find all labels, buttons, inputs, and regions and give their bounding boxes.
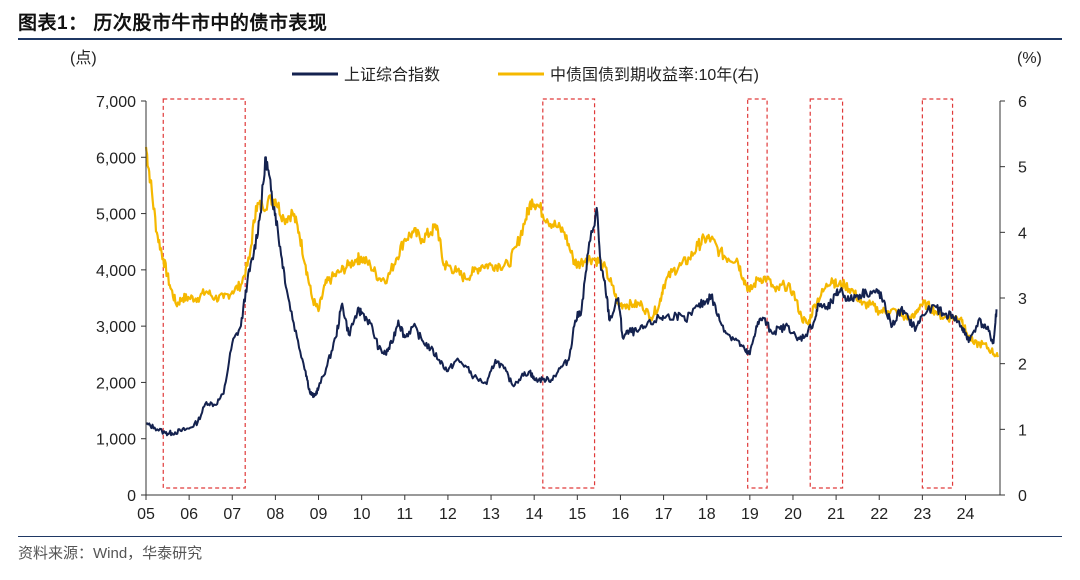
source-note: 资料来源：Wind，华泰研究 [18,545,203,562]
x-tick-label-18: 23 [913,506,931,523]
line-chart: 01,0002,0003,0004,0005,0006,0007,0000123… [70,49,1042,523]
right-tick-label-0: 0 [1018,488,1027,505]
x-tick-label-11: 16 [612,506,630,523]
right-tick-label-5: 5 [1018,160,1027,177]
x-tick-label-10: 15 [568,506,586,523]
right-tick-label-2: 2 [1018,357,1027,374]
right-tick-label-4: 4 [1018,225,1027,242]
x-tick-label-1: 06 [180,506,198,523]
x-tick-label-17: 22 [870,506,888,523]
legend-label-navy: 上证综合指数 [344,66,440,84]
x-tick-label-4: 09 [310,506,328,523]
x-tick-label-7: 12 [439,506,457,523]
right-unit-label: (%) [1017,50,1042,67]
x-tick-label-5: 10 [353,506,371,523]
x-tick-label-0: 05 [137,506,155,523]
left-tick-label-3: 3,000 [96,319,136,336]
series-line-bond-yield [144,146,999,358]
left-unit-label: (点) [70,49,97,67]
x-tick-label-12: 17 [655,506,673,523]
x-tick-label-8: 13 [482,506,500,523]
left-tick-label-5: 5,000 [96,207,136,224]
left-tick-label-2: 2,000 [96,375,136,392]
right-tick-label-1: 1 [1018,422,1027,439]
highlight-box-1 [542,98,596,489]
left-tick-label-0: 0 [127,488,136,505]
chart-title: 图表1： 历次股市牛市中的债市表现 [18,13,328,34]
x-tick-label-14: 19 [741,506,759,523]
left-tick-label-7: 7,000 [96,94,136,111]
right-tick-label-3: 3 [1018,291,1027,308]
left-tick-label-6: 6,000 [96,150,136,167]
x-tick-label-6: 11 [396,506,413,523]
x-tick-label-2: 07 [223,506,241,523]
x-tick-label-9: 14 [525,506,543,523]
highlight-box-2 [747,98,768,489]
highlight-box-4 [921,98,954,489]
left-tick-label-1: 1,000 [96,432,136,449]
x-tick-label-15: 20 [784,506,802,523]
x-tick-label-19: 24 [957,506,975,523]
left-tick-label-4: 4,000 [96,263,136,280]
x-tick-label-16: 21 [827,506,845,523]
x-tick-label-3: 08 [266,506,284,523]
series-line-shanghai-composite [145,156,998,437]
right-tick-label-6: 6 [1018,94,1027,111]
x-tick-label-13: 18 [698,506,716,523]
title-rule [18,38,1062,40]
footer-rule [18,536,1062,537]
legend-label-gold: 中债国债到期收益率:10年(右) [550,66,759,84]
